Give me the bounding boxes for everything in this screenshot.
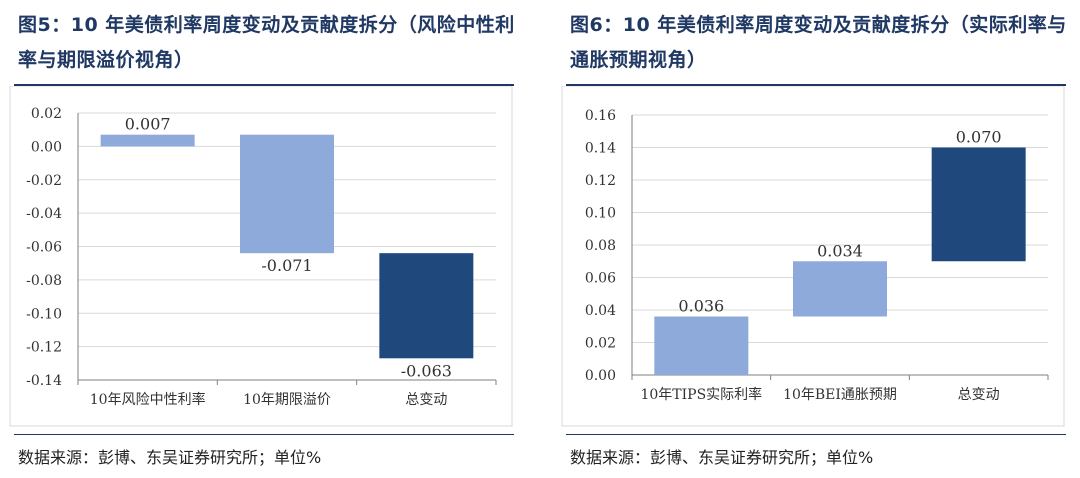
bar: [240, 134, 334, 254]
x-tick-label: 总变动: [405, 392, 447, 408]
y-tick-label: -0.06: [26, 240, 62, 256]
bar: [931, 147, 1026, 262]
x-tick-label: 10年风险中性利率: [90, 391, 206, 408]
data-label: 0.036: [678, 297, 724, 316]
y-tick-label: -0.10: [26, 306, 62, 322]
y-tick-label: 0.02: [31, 106, 62, 122]
bottom-rule: [14, 434, 514, 435]
chart-panel-right: 图6：10 年美债利率周度变动及贡献度拆分（实际利率与通胀预期视角） 0.16 0…: [552, 0, 1072, 478]
chart-frame: [561, 85, 1065, 427]
data-label: 0.007: [125, 115, 171, 134]
y-tick-label: 0.10: [585, 206, 616, 222]
y-tick-label: -0.12: [26, 340, 62, 356]
y-tick-label: 0.08: [585, 238, 616, 254]
waterfall-chart: 0.02 0.00 -0.02 -0.04 -0.06 -0.08 -0.10 -0.12 -0…: [9, 85, 513, 427]
x-tick-label: 10年TIPS实际利率: [640, 386, 762, 403]
x-tick-label: 总变动: [958, 387, 1000, 403]
chart-area: 0.16 0.14 0.12 0.10 0.08 0.06 0.04 0.02 0.00 0.03…: [552, 85, 1072, 432]
x-tick-label: 10年BEI通胀预期: [783, 387, 897, 403]
source-note: 数据来源：彭博、东吴证券研究所；单位%: [18, 448, 322, 467]
chart-frame: [9, 85, 513, 427]
y-tick-label: 0.16: [585, 108, 616, 124]
y-tick-label: 0.02: [585, 336, 616, 352]
chart-title: 图5：10 年美债利率周度变动及贡献度拆分（风险中性利率与期限溢价视角）: [18, 14, 515, 71]
bar: [654, 316, 749, 375]
y-tick-label: 0.06: [585, 271, 616, 287]
chart-area: 0.02 0.00 -0.02 -0.04 -0.06 -0.08 -0.10 -0.12 -0…: [0, 85, 520, 432]
y-tick-label: -0.04: [26, 206, 62, 222]
y-tick-label: 0.00: [585, 368, 616, 384]
y-tick-label: 0.00: [31, 139, 62, 155]
chart-panel-left: 图5：10 年美债利率周度变动及贡献度拆分（风险中性利率与期限溢价视角） 0.0…: [0, 0, 520, 478]
chart-title: 图6：10 年美债利率周度变动及贡献度拆分（实际利率与通胀预期视角）: [570, 14, 1067, 71]
y-tick-label: 0.04: [585, 303, 616, 319]
bar: [100, 134, 195, 147]
x-tick-label: 10年期限溢价: [243, 392, 331, 408]
y-tick-label: -0.02: [26, 173, 62, 189]
data-label: 0.034: [817, 241, 863, 260]
bottom-rule: [566, 434, 1066, 435]
data-label: -0.071: [261, 256, 312, 275]
waterfall-chart: 0.16 0.14 0.12 0.10 0.08 0.06 0.04 0.02 0.00 0.03…: [561, 85, 1065, 427]
top-rule: [566, 84, 1066, 86]
top-rule: [14, 84, 514, 86]
y-tick-label: 0.14: [585, 141, 616, 157]
data-label: -0.063: [401, 361, 452, 380]
data-label: 0.070: [956, 128, 1002, 147]
source-note: 数据来源：彭博、东吴证券研究所；单位%: [570, 448, 874, 467]
bar: [379, 253, 474, 359]
y-tick-label: -0.14: [26, 373, 62, 389]
y-tick-label: -0.08: [26, 273, 62, 289]
y-tick-label: 0.12: [585, 173, 616, 189]
bar: [793, 261, 887, 317]
